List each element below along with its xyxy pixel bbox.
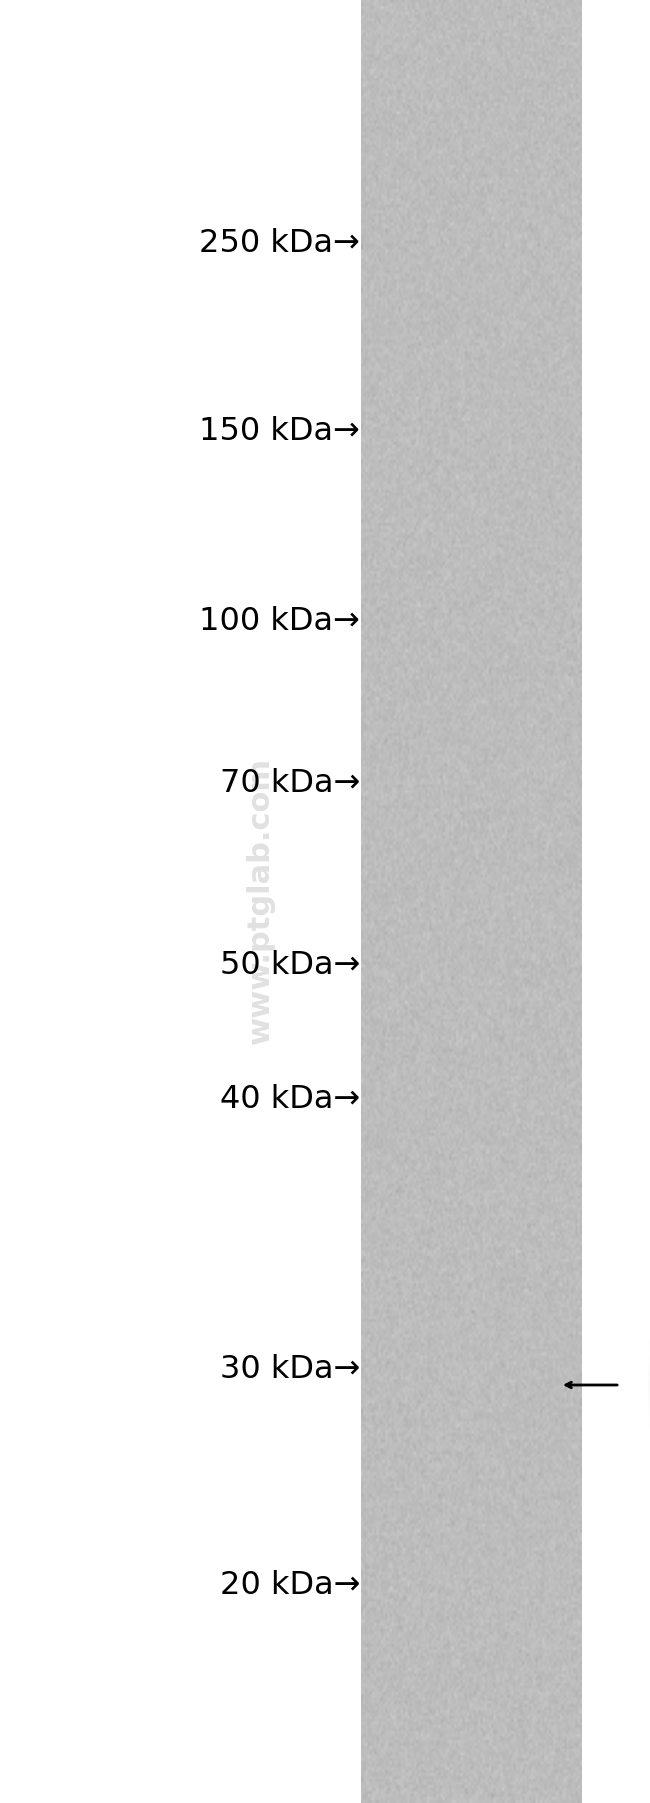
Text: 70 kDa→: 70 kDa→	[220, 768, 360, 799]
Text: 30 kDa→: 30 kDa→	[220, 1354, 360, 1385]
Text: 50 kDa→: 50 kDa→	[220, 950, 360, 981]
Text: 100 kDa→: 100 kDa→	[199, 606, 360, 638]
Text: www.ptglab.com: www.ptglab.com	[246, 757, 274, 1044]
Text: 40 kDa→: 40 kDa→	[220, 1084, 360, 1116]
Text: 20 kDa→: 20 kDa→	[220, 1569, 360, 1601]
Text: 250 kDa→: 250 kDa→	[199, 227, 360, 258]
Text: 150 kDa→: 150 kDa→	[199, 416, 360, 447]
